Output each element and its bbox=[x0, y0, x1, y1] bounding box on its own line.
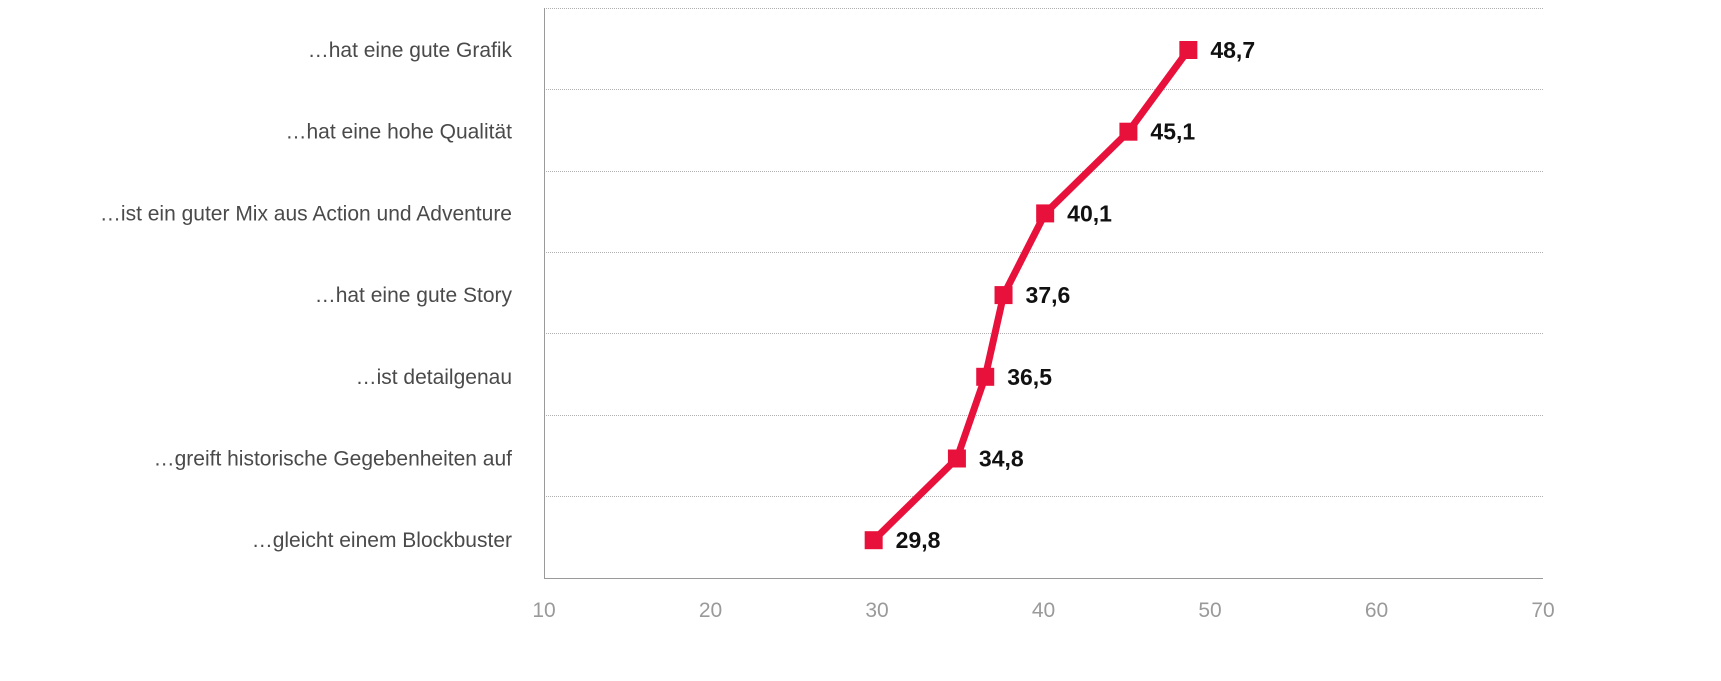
category-label: …gleicht einem Blockbuster bbox=[252, 529, 512, 552]
data-point-marker bbox=[976, 367, 995, 386]
data-point-marker bbox=[1179, 41, 1198, 59]
data-point-marker bbox=[994, 286, 1013, 305]
x-tick-label: 10 bbox=[532, 599, 555, 622]
x-tick-label: 30 bbox=[865, 599, 888, 622]
category-label: …hat eine gute Story bbox=[315, 284, 513, 307]
data-label: 34,8 bbox=[979, 446, 1024, 472]
x-tick-label: 70 bbox=[1531, 599, 1554, 622]
data-label: 45,1 bbox=[1150, 119, 1195, 145]
data-point-marker bbox=[947, 449, 966, 468]
category-label: …ist detailgenau bbox=[356, 366, 512, 389]
data-label: 36,5 bbox=[1007, 364, 1052, 390]
category-label: …greift historische Gegebenheiten auf bbox=[154, 448, 513, 471]
category-label: …ist ein guter Mix aus Action und Advent… bbox=[100, 202, 512, 225]
data-point-marker bbox=[1119, 122, 1138, 141]
category-labels: …hat eine gute Grafik …hat eine hohe Qual… bbox=[100, 39, 513, 552]
data-point-marker bbox=[1036, 204, 1055, 223]
data-label: 29,8 bbox=[896, 527, 941, 553]
x-tick-label: 60 bbox=[1365, 599, 1388, 622]
data-label: 48,7 bbox=[1210, 37, 1255, 63]
x-tick-label: 50 bbox=[1198, 599, 1221, 622]
data-label: 40,1 bbox=[1067, 200, 1112, 226]
data-label: 37,6 bbox=[1026, 282, 1071, 308]
category-label: …hat eine gute Grafik bbox=[308, 39, 513, 62]
x-tick-labels: 10 20 30 40 50 60 70 bbox=[532, 599, 1554, 622]
series bbox=[864, 41, 1198, 550]
x-tick-label: 40 bbox=[1032, 599, 1055, 622]
data-point-marker bbox=[864, 531, 883, 550]
gridlines bbox=[544, 8, 1543, 497]
x-tick-label: 20 bbox=[699, 599, 722, 622]
data-labels: 48,7 45,1 40,1 37,6 36,5 34,8 29,8 bbox=[896, 37, 1255, 553]
category-label: …hat eine hohe Qualität bbox=[286, 121, 513, 144]
axes bbox=[544, 8, 1543, 579]
